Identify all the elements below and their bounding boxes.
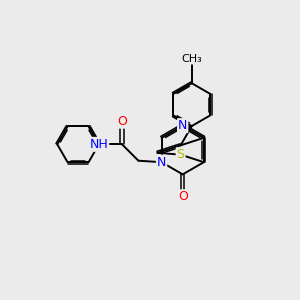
- Text: O: O: [117, 115, 127, 128]
- Text: NH: NH: [89, 138, 108, 151]
- Text: N: N: [157, 156, 166, 169]
- Text: N: N: [178, 119, 188, 132]
- Text: O: O: [178, 190, 188, 203]
- Text: CH₃: CH₃: [182, 54, 202, 64]
- Text: S: S: [177, 148, 184, 161]
